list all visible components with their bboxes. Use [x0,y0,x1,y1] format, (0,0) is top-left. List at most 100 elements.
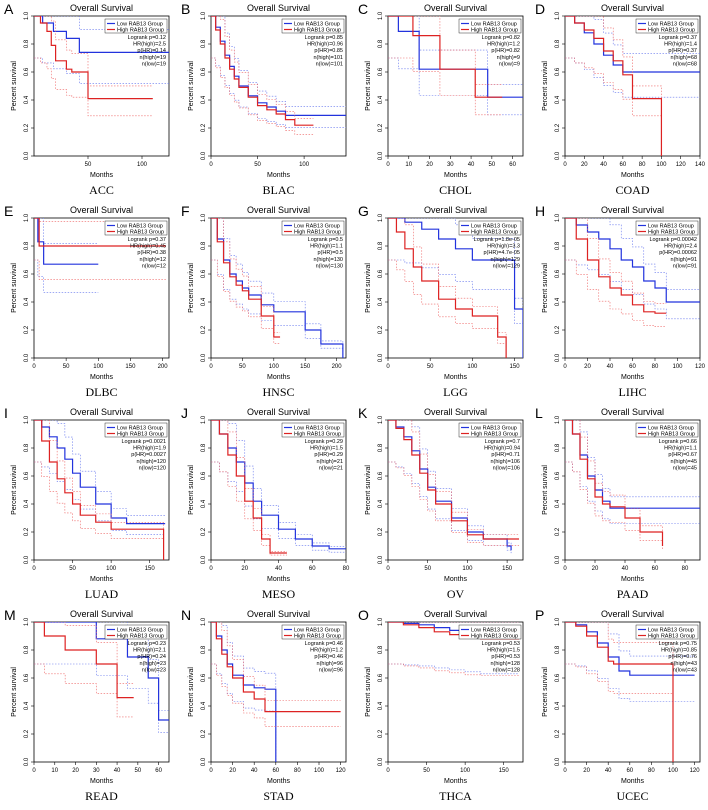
y-tick-label: 1.0 [201,617,207,626]
stat-logrank-p: Logrank p=1.8e-05 [474,237,520,243]
legend-box [458,18,522,34]
plot-series [211,16,346,135]
low-group-curve [565,622,695,676]
panel-title: Overall Survival [247,407,310,417]
x-tick-label: 0 [386,566,390,572]
y-tick-label: 0.6 [201,269,207,278]
stat-n-high: n(high)=106 [490,459,520,465]
legend-high-label: High RAB13 Group [117,229,164,235]
high-group-ci-lower [388,57,503,116]
x-axis-label: Months [90,374,113,381]
stat-n-high: n(high)=120 [136,459,166,465]
stat-p-hr: p(HR)=0.85 [314,48,343,54]
high-group-curve [565,622,674,762]
y-tick-label: 0.0 [378,757,384,766]
panel-m: M Overall Survival 0.0 0.2 0.4 0.6 0.8 1.0 Perce… [4,607,170,803]
y-tick-label: 0.6 [378,673,384,682]
stat-n-high: n(high)=23 [140,661,166,667]
legend-low-label: Low RAB13 Group [471,223,517,229]
plot-frame [210,217,347,359]
x-tick-label: 140 [695,162,706,168]
x-tick-label: 60 [629,364,636,370]
y-tick-label: 0.8 [24,241,30,250]
y-tick-label: 0.0 [555,151,561,160]
stat-hr-high: HR(high)=0.45 [130,244,166,250]
y-tick-label: 0.6 [555,471,561,480]
y-axis-label: Percent survival [188,667,195,717]
stat-p-hr: p(HR)=0.14 [137,48,166,54]
y-tick-label: 1.0 [555,11,561,20]
y-tick-label: 0.0 [201,353,207,362]
y-tick-label: 0.8 [201,645,207,654]
stat-n-low: n(low)=101 [316,61,343,67]
plot-frame [564,419,701,561]
x-tick-label: 0 [386,768,390,774]
plot-frame [564,621,701,763]
plot-series [565,16,700,156]
x-tick-label: 120 [690,768,701,774]
y-tick-label: 0.6 [555,673,561,682]
y-tick-label: 0.8 [201,241,207,250]
stat-n-high: n(high)=130 [313,257,343,263]
high-group-ci-lower [211,461,287,556]
stat-n-low: n(low)=130 [316,263,343,269]
y-tick-label: 0.4 [24,701,30,710]
legend-box [281,624,345,640]
cancer-type-label: READ [85,789,118,803]
x-tick-label: 0 [386,364,390,370]
x-tick-label: 150 [510,364,521,370]
legend-box [458,624,522,640]
y-tick-label: 0.2 [555,325,561,334]
stat-hr-high: HR(high)=1.2 [487,42,520,48]
panel-i: I Overall Survival 0.0 0.2 0.4 0.6 0.8 1.0 Perce… [4,405,170,601]
stat-hr-high: HR(high)=3.3 [487,244,520,250]
y-tick-label: 0.2 [378,325,384,334]
panel-title: Overall Survival [601,609,664,619]
stat-p-hr: p(HR)=0.37 [668,48,697,54]
y-tick-label: 0.2 [201,729,207,738]
high-group-curve [34,622,134,699]
high-group-curve [34,420,165,560]
x-tick-label: 80 [648,768,655,774]
x-tick-label: 60 [626,768,633,774]
panel-p: P Overall Survival 0.0 0.2 0.4 0.6 0.8 1.0 Perce… [535,607,701,803]
legend-high-label: High RAB13 Group [117,633,164,639]
low-group-ci-lower [211,461,346,553]
x-axis-label: Months [444,172,467,179]
stat-logrank-p: Logrank p=0.37 [659,35,697,41]
stat-p-hr: p(HR)=0.0027 [131,452,166,458]
x-tick-label: 60 [652,566,659,572]
y-tick-label: 0.4 [555,297,561,306]
x-tick-label: 40 [607,364,614,370]
cancer-type-label: ACC [89,183,114,197]
stat-n-low: n(low)=106 [493,465,520,471]
high-group-ci-lower [211,663,341,728]
cancer-type-label: STAD [263,789,294,803]
legend-box [104,624,168,640]
plot-frame [387,419,524,561]
high-group-ci-lower [565,259,667,327]
stat-n-high: n(high)=9 [497,55,520,61]
plot-series [34,16,169,117]
x-tick-label: 80 [652,364,659,370]
stat-hr-high: HR(high)=0.94 [484,446,520,452]
panel-letter: F [181,203,190,219]
panel-title: Overall Survival [70,205,133,215]
high-group-ci-upper [565,622,674,762]
panel-letter: M [4,607,16,623]
x-axis-label: Months [621,172,644,179]
y-tick-label: 0.2 [555,729,561,738]
y-tick-label: 0.6 [24,471,30,480]
legend-low-label: Low RAB13 Group [471,627,517,633]
y-axis-label: Percent survival [11,263,18,313]
y-tick-label: 1.0 [378,213,384,222]
plot-series [388,420,520,554]
panel-letter: E [4,203,13,219]
y-tick-label: 1.0 [378,11,384,20]
plot-frame [564,15,701,157]
x-tick-label: 50 [254,162,261,168]
y-tick-label: 1.0 [555,415,561,424]
x-tick-label: 150 [502,566,513,572]
stat-logrank-p: Logrank p=0.29 [305,439,343,445]
y-tick-label: 1.0 [378,617,384,626]
